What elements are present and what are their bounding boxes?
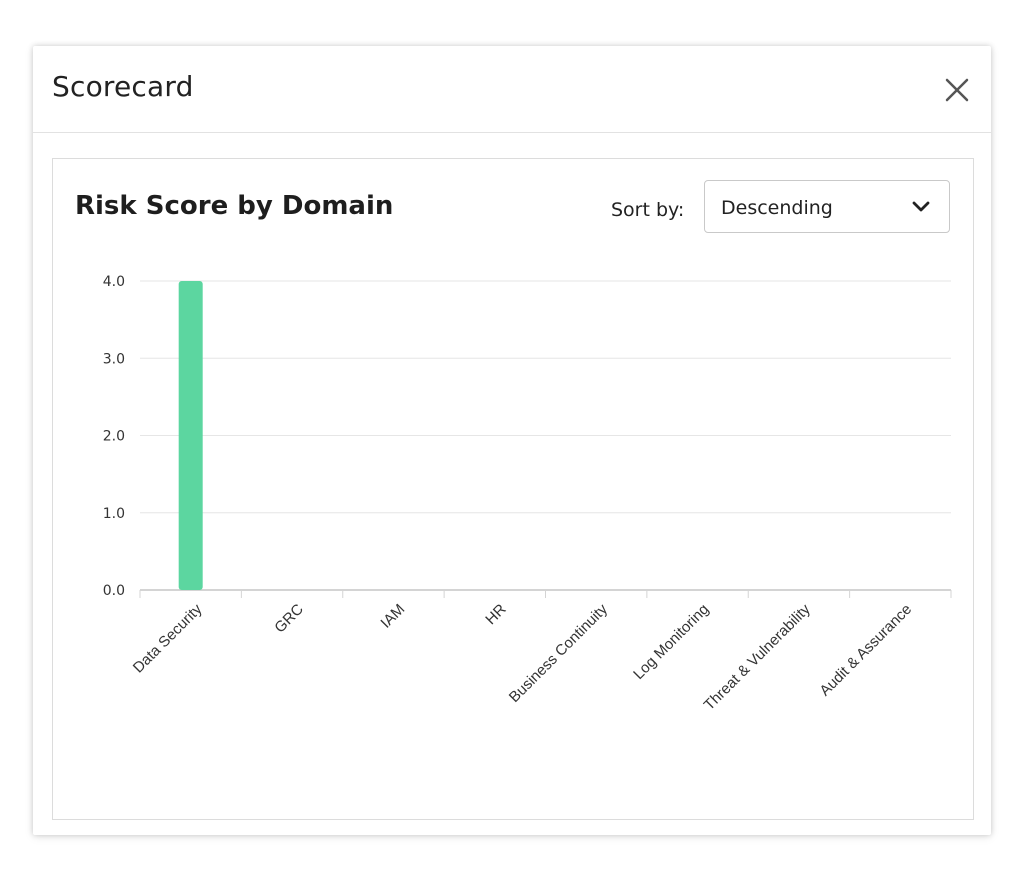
- x-tick-label: Data Security: [130, 600, 206, 676]
- sort-dropdown[interactable]: Descending: [704, 180, 950, 233]
- x-tick-label: Business Continuity: [506, 600, 612, 706]
- x-tick-label: HR: [482, 601, 509, 628]
- scorecard-dialog: Scorecard 0.0 1.0 2.0 3.0 4.0 Data Security GR…: [33, 46, 991, 835]
- y-tick-label: 3.0: [103, 351, 125, 367]
- y-tick-label: 2.0: [103, 429, 125, 445]
- y-tick-label: 0.0: [103, 583, 125, 599]
- bar-data-security[interactable]: [178, 281, 203, 590]
- x-tick-label: GRC: [271, 601, 307, 637]
- sort-selected-value: Descending: [721, 197, 833, 219]
- chart-title: Risk Score by Domain: [75, 191, 394, 221]
- x-tick-label: Audit & Assurance: [816, 601, 915, 700]
- x-tick-label: IAM: [377, 601, 408, 632]
- x-tick-label: Threat & Vulnerability: [701, 600, 814, 713]
- y-tick-label: 1.0: [103, 506, 125, 522]
- dialog-header: Scorecard: [33, 46, 991, 133]
- dialog-title: Scorecard: [52, 70, 194, 103]
- chart-card: 0.0 1.0 2.0 3.0 4.0 Data Security GRC IAM HR Busi…: [52, 158, 974, 820]
- close-button[interactable]: [939, 72, 975, 108]
- close-icon: [945, 78, 969, 102]
- y-tick-label: 4.0: [103, 274, 125, 290]
- x-tick-label: Log Monitoring: [630, 601, 712, 683]
- risk-score-chart: 0.0 1.0 2.0 3.0 4.0 Data Security GRC IAM HRBusi…: [103, 274, 952, 714]
- chevron-down-icon: [912, 201, 930, 212]
- sort-by-label: Sort by:: [611, 199, 685, 221]
